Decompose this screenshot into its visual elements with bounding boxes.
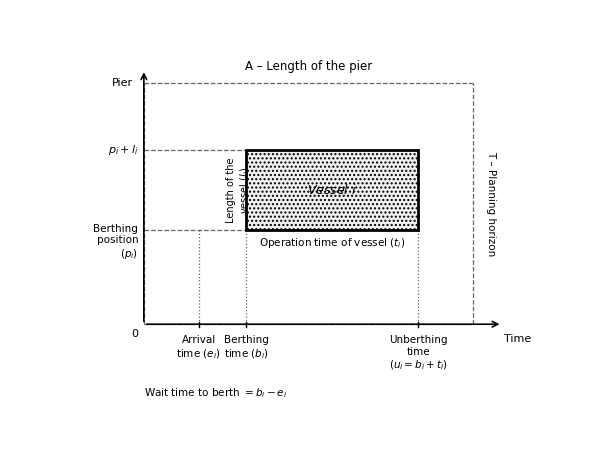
- Text: T – Planning horizon: T – Planning horizon: [487, 151, 496, 256]
- Text: Wait time to berth $= b_i - e_i$: Wait time to berth $= b_i - e_i$: [144, 386, 287, 400]
- Text: Berthing
time $(b_i)$: Berthing time $(b_i)$: [224, 335, 269, 361]
- Text: Berthing
position
$(p_i)$: Berthing position $(p_i)$: [94, 224, 139, 261]
- Text: $p_i + l_i$: $p_i + l_i$: [108, 143, 139, 157]
- Text: Vessel $i$: Vessel $i$: [307, 183, 357, 197]
- Text: Length of the
vessel $(l_i)$: Length of the vessel $(l_i)$: [226, 158, 252, 223]
- Text: A – Length of the pier: A – Length of the pier: [245, 61, 372, 73]
- Text: Operation time of vessel $( t_i)$: Operation time of vessel $( t_i)$: [259, 236, 406, 250]
- Text: Pier: Pier: [112, 78, 133, 88]
- Text: Arrival
time $(e_i)$: Arrival time $(e_i)$: [176, 335, 221, 361]
- Text: Time: Time: [504, 334, 532, 343]
- Text: 0: 0: [131, 329, 138, 339]
- Bar: [246, 150, 418, 230]
- Text: Unberthing
time
$(u_i = b_i + t_i)$: Unberthing time $(u_i = b_i + t_i)$: [389, 335, 448, 372]
